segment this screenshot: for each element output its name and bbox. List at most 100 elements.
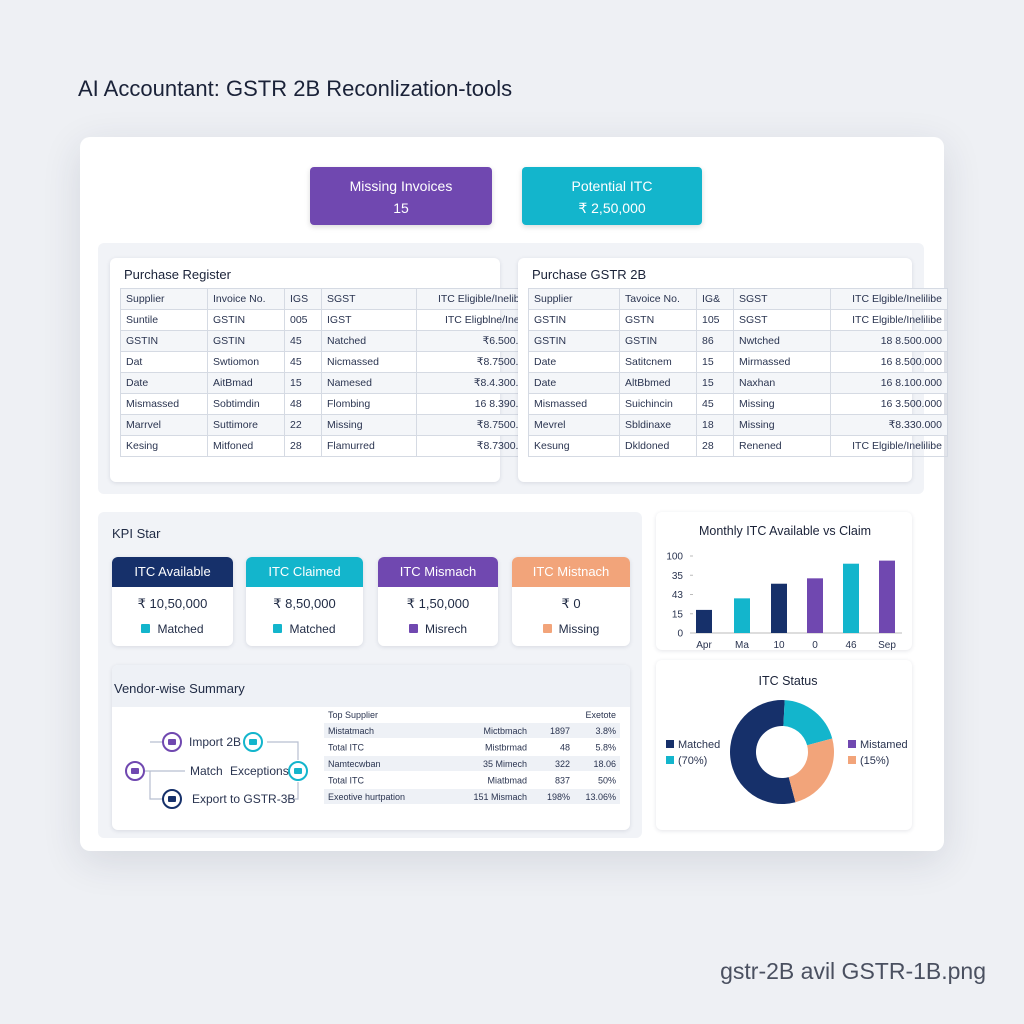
- status-text: Missing: [558, 622, 600, 636]
- connector: [287, 782, 299, 800]
- donut-segment: [788, 738, 834, 803]
- table-row: Kesing Mitfoned 28 Flamurred ₹8.7300.000: [120, 435, 542, 457]
- vendor-cell: Mistbrmad: [485, 743, 527, 753]
- chart: Monthly ITC Available vs Claim0154335100…: [666, 524, 902, 650]
- table-row: Mevrel Sbldinaxe 18 Missing ₹8.330.000: [528, 414, 948, 436]
- page-title: AI Accountant: GSTR 2B Reconlization-too…: [78, 76, 513, 101]
- legend-swatch: [666, 756, 674, 764]
- summary-label: Missing Invoices: [349, 178, 453, 194]
- vendor-header-cell: Exetote: [585, 710, 616, 720]
- status-swatch: [408, 624, 418, 633]
- table-cell: Namesed: [321, 372, 417, 394]
- legend-swatch: [666, 740, 674, 748]
- data-table: Supplier Tavoice No. IG& SGST ITC Elgible/In…: [528, 288, 948, 457]
- kpi-value: ₹ 1,50,000: [406, 596, 470, 611]
- table-row: Date AitBmad 15 Namesed ₹8.4.300.000: [120, 372, 542, 394]
- connector: [267, 741, 299, 760]
- kpi-value: ₹ 10,50,000: [137, 596, 208, 611]
- table-row: Kesung Dkldoned 28 Renened ITC Elgible/Ineli…: [528, 435, 948, 457]
- table-cell: Date: [120, 372, 208, 394]
- table-cell: Satitcnem: [619, 351, 697, 373]
- vendor-cell: Mistatmach: [328, 726, 374, 736]
- vendor-cell: 48: [560, 743, 570, 753]
- table-cell: ₹8.7500.000: [416, 414, 542, 436]
- table-cell: 86: [696, 330, 734, 352]
- table-cell: Suntile: [120, 309, 208, 331]
- kpi-label: ITC Mismach: [378, 557, 498, 587]
- chart: Top Supplier Exetote Mistatmach Mictbmach 18…: [324, 710, 620, 804]
- table-cell: ITC Elgible/Inelilibe: [830, 435, 948, 457]
- table-row: Marrvel Suttimore 22 Missing ₹8.7500.000: [120, 414, 542, 436]
- status-text: Matched: [289, 622, 336, 636]
- summary-label: Potential ITC: [571, 178, 653, 194]
- kpi-value: ₹ 8,50,000: [273, 596, 336, 611]
- donut-chart-card: ITC Status Matched (70%) Mistamed (15%): [656, 660, 912, 830]
- bar: [879, 560, 895, 633]
- table-cell: Mismassed: [120, 393, 208, 415]
- table-cell: 15: [284, 372, 322, 394]
- table-card: Purchase GSTR 2B Supplier Tavoice No. IG& SG…: [518, 258, 948, 482]
- vendor-panel: Vendor-wise Summary Import 2B Match Excepti…: [112, 665, 630, 830]
- table-cell: GSTIN: [207, 330, 285, 352]
- vendor-cell: 13.06%: [585, 792, 616, 802]
- flow-step: Exceptions: [230, 764, 289, 778]
- table-cell: Naxhan: [733, 372, 831, 394]
- kpi-card: ITC Available ₹ 10,50,000 Matched: [112, 557, 233, 646]
- legend-label: Matched: [678, 739, 720, 751]
- legend-swatch: [848, 756, 856, 764]
- table-cell: GSTN: [619, 309, 697, 331]
- flow-step: Import 2B: [189, 735, 241, 749]
- table-cell: AitBmad: [207, 372, 285, 394]
- flow-step: Match: [190, 764, 223, 778]
- status-swatch: [542, 624, 552, 633]
- kpi-card: ITC Claimed ₹ 8,50,000 Matched: [246, 557, 363, 646]
- flow-icon-glyph: [168, 796, 176, 802]
- table-row: Mismassed Suichincin 45 Missing 16 3.500.000: [528, 393, 948, 415]
- table-cell: 18 8.500.000: [830, 330, 948, 352]
- table-row: GSTIN GSTN 105 SGST ITC Elgible/Inelilibe: [528, 309, 948, 331]
- vendor-cell: Total ITC: [328, 776, 365, 786]
- chart-title: ITC Status: [758, 674, 817, 688]
- table-cell: 005: [284, 309, 322, 331]
- table-cell: Date: [528, 372, 620, 394]
- status-swatch: [273, 624, 283, 633]
- table-cell: 28: [284, 435, 322, 457]
- vendor-cell: 151 Mismach: [473, 792, 527, 802]
- table-cell: ₹8.330.000: [830, 414, 948, 436]
- table-row: Suntile GSTIN 005 IGST ITC Eligblne/Inelibe: [120, 309, 542, 331]
- kpi-card: ITC Mismach ₹ 1,50,000 Misrech: [378, 557, 498, 646]
- legend-label: Mistamed: [860, 739, 908, 751]
- donut-segment: [783, 700, 833, 746]
- vendor-cell: 35 Mimech: [483, 759, 527, 769]
- vendor-cell: 1897: [550, 726, 570, 736]
- status-text: Matched: [157, 622, 204, 636]
- flow-icon-glyph: [131, 768, 139, 774]
- table-cell: Flamurred: [321, 435, 417, 457]
- table-cell: Suttimore: [207, 414, 285, 436]
- bar: [734, 598, 750, 633]
- kpi-status: Matched: [246, 622, 363, 636]
- x-tick-label: Sep: [878, 640, 896, 650]
- table-cell: Renened: [733, 435, 831, 457]
- table-cell: GSTIN: [120, 330, 208, 352]
- status-text: Misrech: [424, 622, 467, 636]
- donut-segment: [730, 700, 796, 804]
- table-cell: 45: [284, 351, 322, 373]
- flow-icon-glyph: [249, 739, 257, 745]
- table-cell: 15: [696, 372, 734, 394]
- table-cell: 18: [696, 414, 734, 436]
- kpi-status: Matched: [112, 622, 233, 636]
- table-cell: Dkldoned: [619, 435, 697, 457]
- table-cell: 28: [696, 435, 734, 457]
- connector: [149, 771, 163, 800]
- vendor-row-bg: [324, 756, 620, 771]
- table-cell: Invoice No.: [207, 288, 285, 310]
- table-cell: Marrvel: [120, 414, 208, 436]
- vendor-cell: Total ITC: [328, 743, 365, 753]
- table-cell: Nwtched: [733, 330, 831, 352]
- table-cell: SGST: [733, 288, 831, 310]
- bar: [696, 609, 712, 633]
- flow-step: Export to GSTR-3B: [192, 792, 295, 806]
- chart: Import 2B Match Exceptions Export to GSTR-3…: [125, 732, 308, 809]
